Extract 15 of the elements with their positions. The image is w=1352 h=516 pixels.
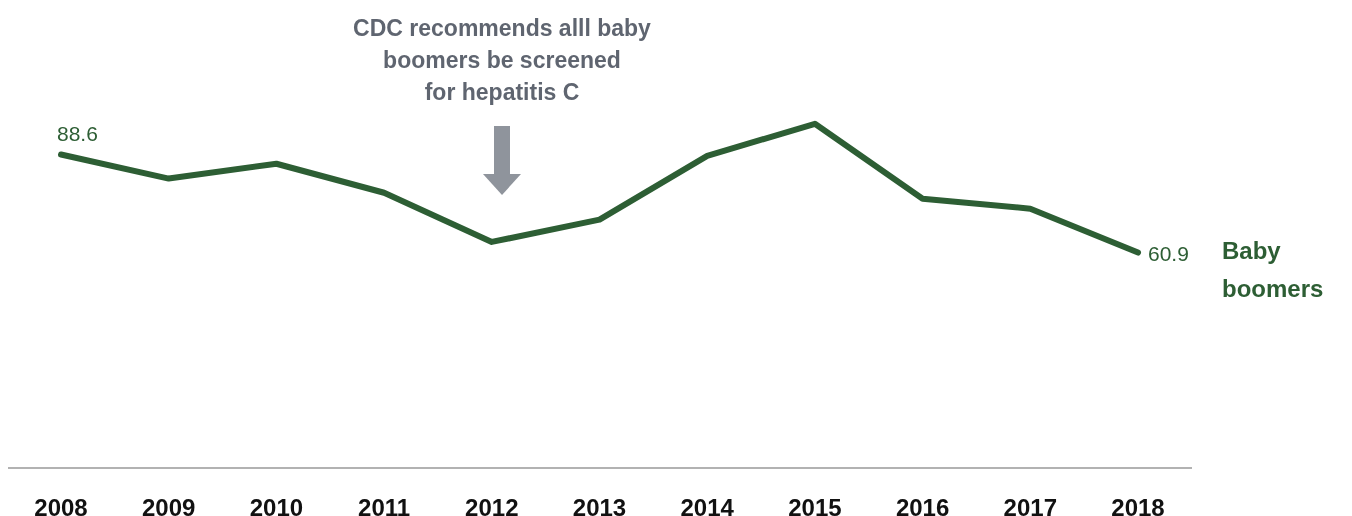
x-tick-label: 2016 — [895, 494, 950, 516]
x-tick-label: 2018 — [1111, 494, 1165, 516]
x-tick-label: 2011 — [358, 494, 411, 516]
x-tick-label: 2014 — [680, 494, 735, 516]
x-tick-label: 2017 — [1003, 494, 1057, 516]
x-tick-label: 2012 — [465, 494, 519, 516]
x-tick-label: 2008 — [34, 494, 88, 516]
text: CDC recommends alll baby boomers be screened for hepatitis C — [353, 15, 652, 105]
text: Baby boomers — [1222, 236, 1324, 302]
data-label: 88.6 — [57, 121, 98, 145]
data-label: 60.9 — [1148, 241, 1189, 265]
x-tick-label: 2009 — [142, 494, 196, 516]
x-tick-label: 2010 — [249, 494, 304, 516]
x-tick-label: 2013 — [572, 494, 627, 516]
x-tick-label: 2015 — [788, 494, 842, 516]
